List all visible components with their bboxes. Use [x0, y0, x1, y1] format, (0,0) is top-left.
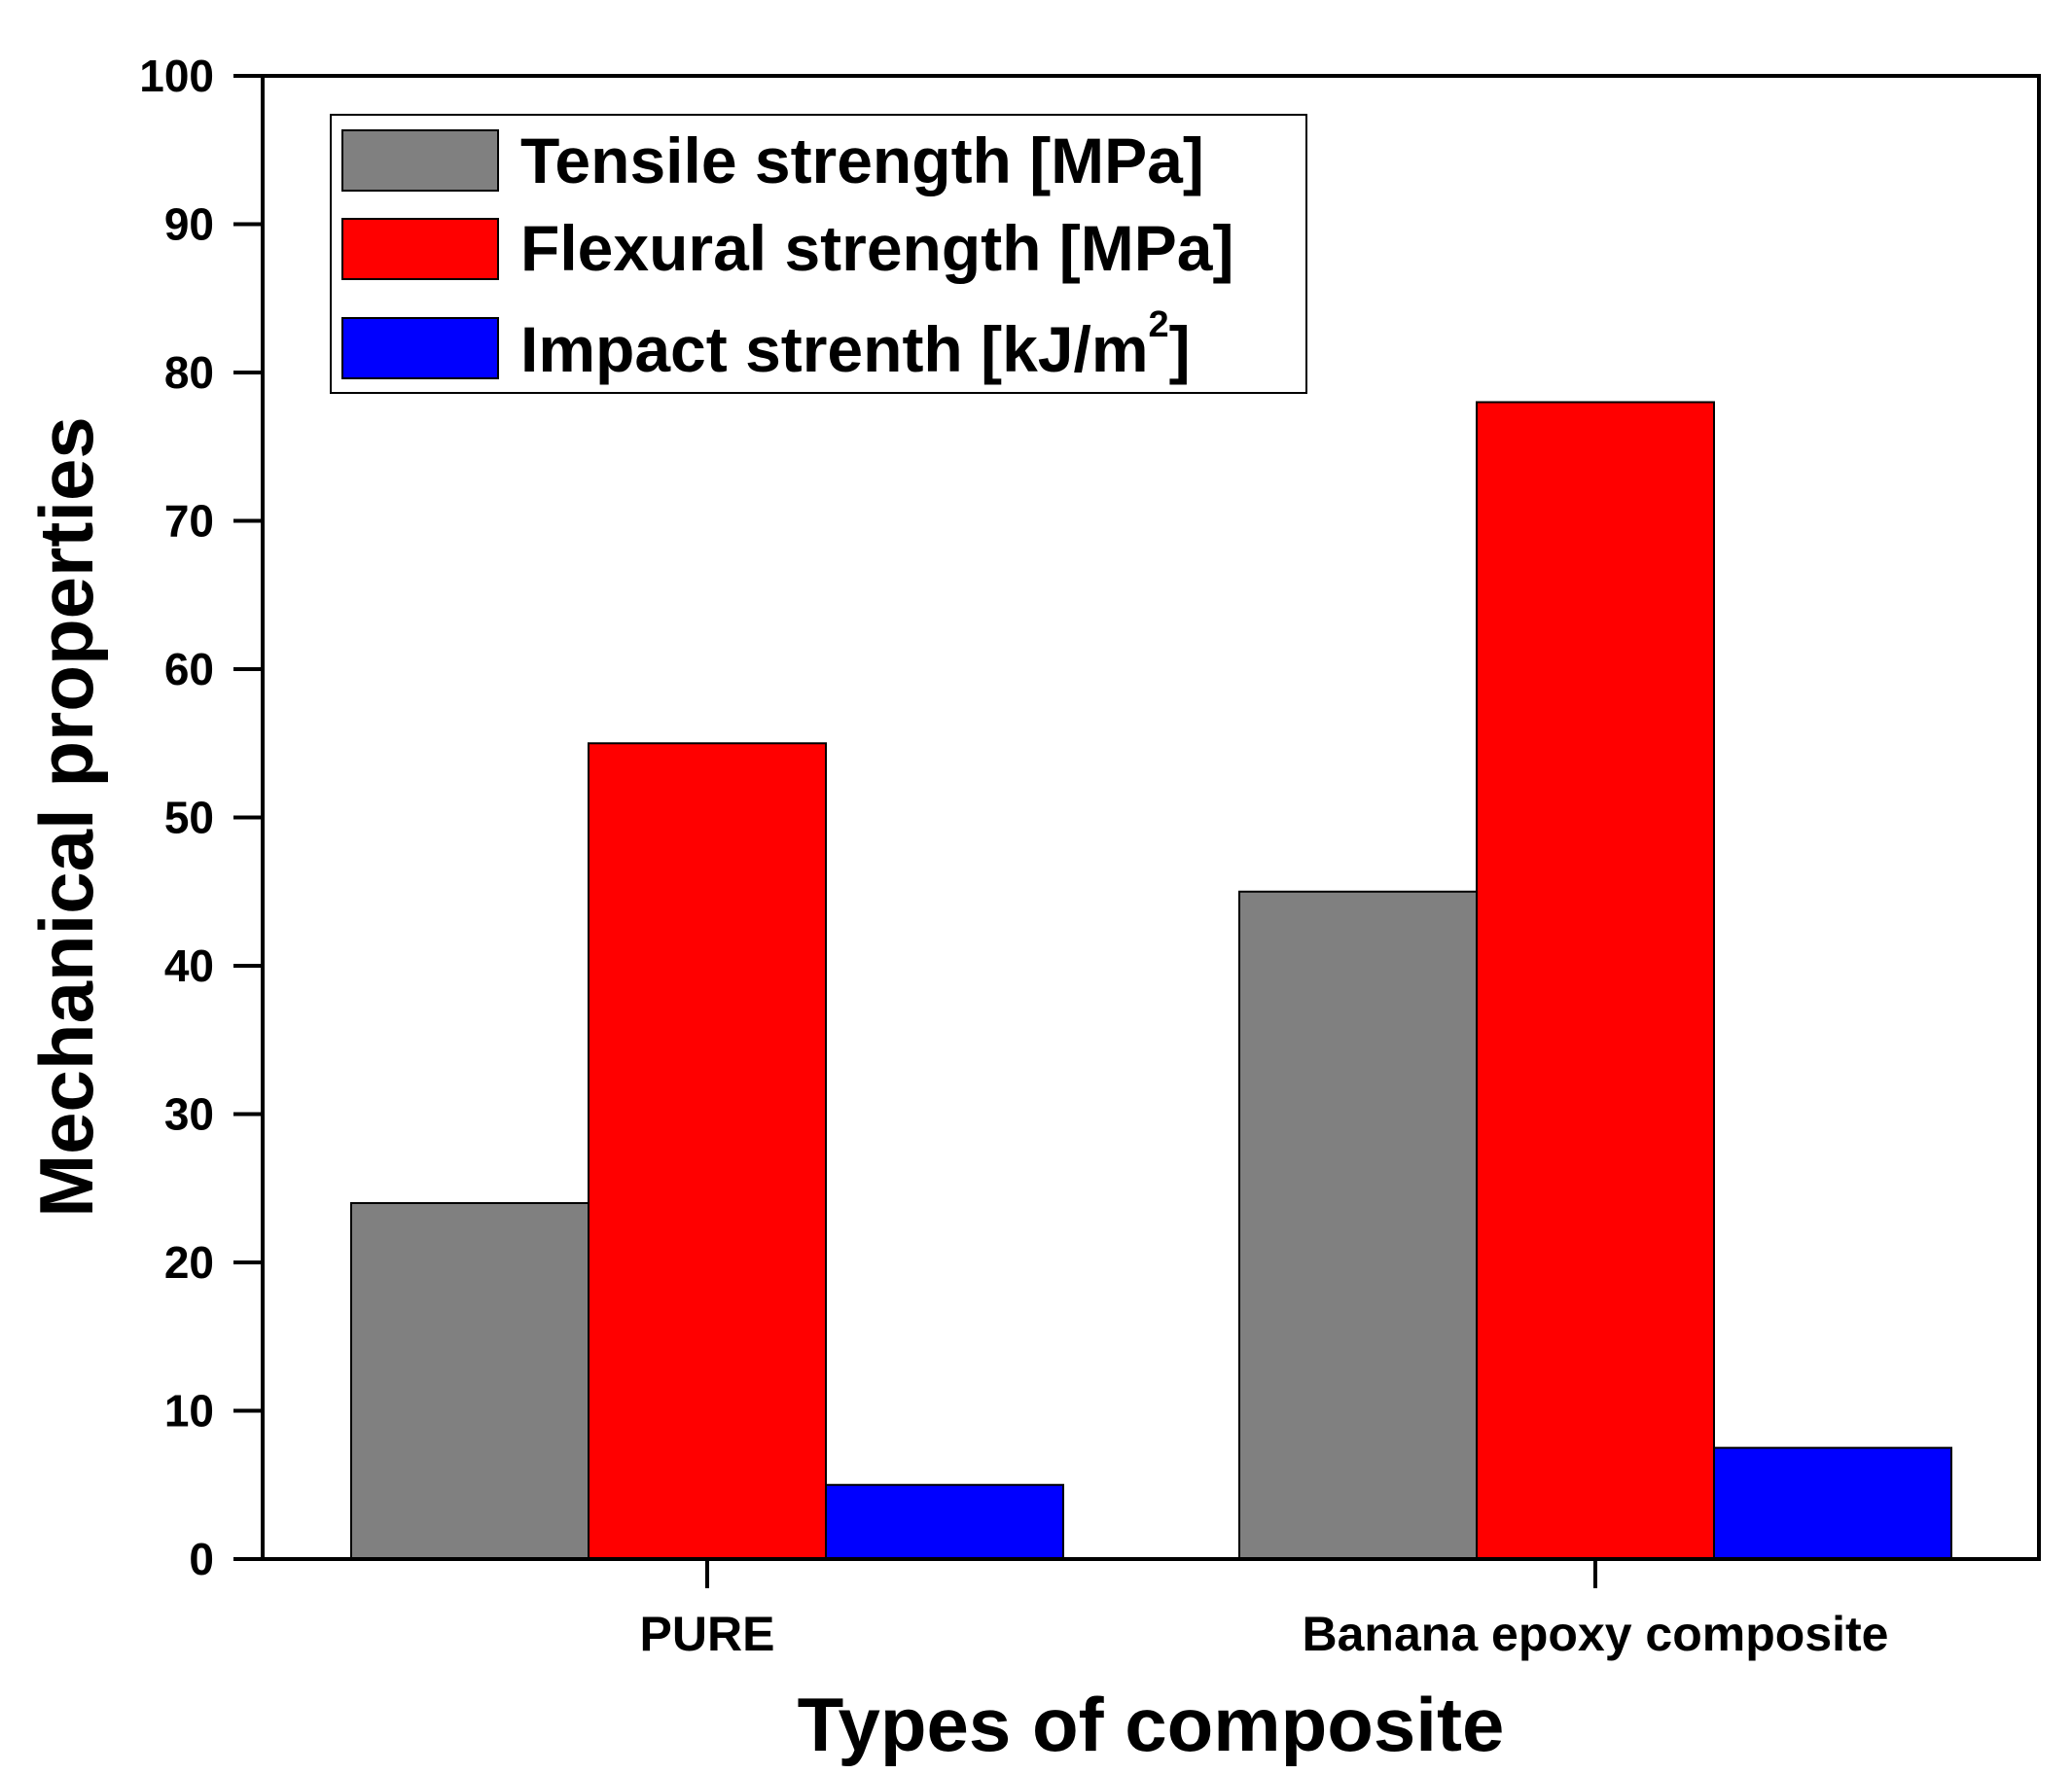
bars-layer: [350, 401, 1952, 1560]
x-tick-label: PURE: [640, 1607, 775, 1661]
y-tick-label: 20: [164, 1237, 214, 1288]
bar-banana-epoxy-composite-series-0: [1238, 890, 1478, 1560]
legend-label-impact-suffix: ]: [1169, 313, 1191, 385]
legend-swatch-tensile: [341, 129, 499, 192]
x-axis: PURE Banana epoxy composite: [640, 1559, 1889, 1661]
bar-banana-epoxy-composite-series-1: [1476, 401, 1715, 1560]
y-tick-label: 70: [164, 496, 214, 547]
legend-label-tensile: Tensile strength [MPa]: [520, 124, 1204, 196]
legend-label-flexural: Flexural strength [MPa]: [520, 212, 1233, 284]
bar-pure-series-1: [588, 742, 827, 1560]
x-axis-title: Types of composite: [798, 1682, 1505, 1767]
y-tick-label: 100: [139, 51, 214, 101]
x-tick-label: Banana epoxy composite: [1303, 1607, 1889, 1661]
y-axis-title: Mechanical properties: [23, 416, 109, 1218]
legend-label-impact: Impact strenth [kJ/m2]: [520, 304, 1191, 385]
y-tick-label: 90: [164, 199, 214, 250]
y-axis: 0 10 20 30 40 50 60 70 80 90 100: [139, 51, 263, 1584]
legend-label-impact-superscript: 2: [1149, 304, 1169, 345]
y-tick-label: 0: [189, 1534, 214, 1584]
y-tick-label: 10: [164, 1386, 214, 1437]
bar-pure-series-0: [350, 1202, 589, 1560]
bar-pure-series-2: [825, 1483, 1064, 1560]
y-tick-label: 80: [164, 347, 214, 398]
y-tick-label: 50: [164, 793, 214, 843]
y-tick-label: 40: [164, 940, 214, 991]
bar-banana-epoxy-composite-series-2: [1713, 1446, 1952, 1560]
legend-swatch-impact: [341, 317, 499, 379]
y-tick-label: 30: [164, 1089, 214, 1140]
y-tick-label: 60: [164, 644, 214, 694]
legend-swatch-flexural: [341, 218, 499, 280]
legend-label-impact-main: Impact strenth [kJ/m: [520, 313, 1149, 385]
legend: Tensile strength [MPa] Flexural strength…: [330, 114, 1307, 394]
